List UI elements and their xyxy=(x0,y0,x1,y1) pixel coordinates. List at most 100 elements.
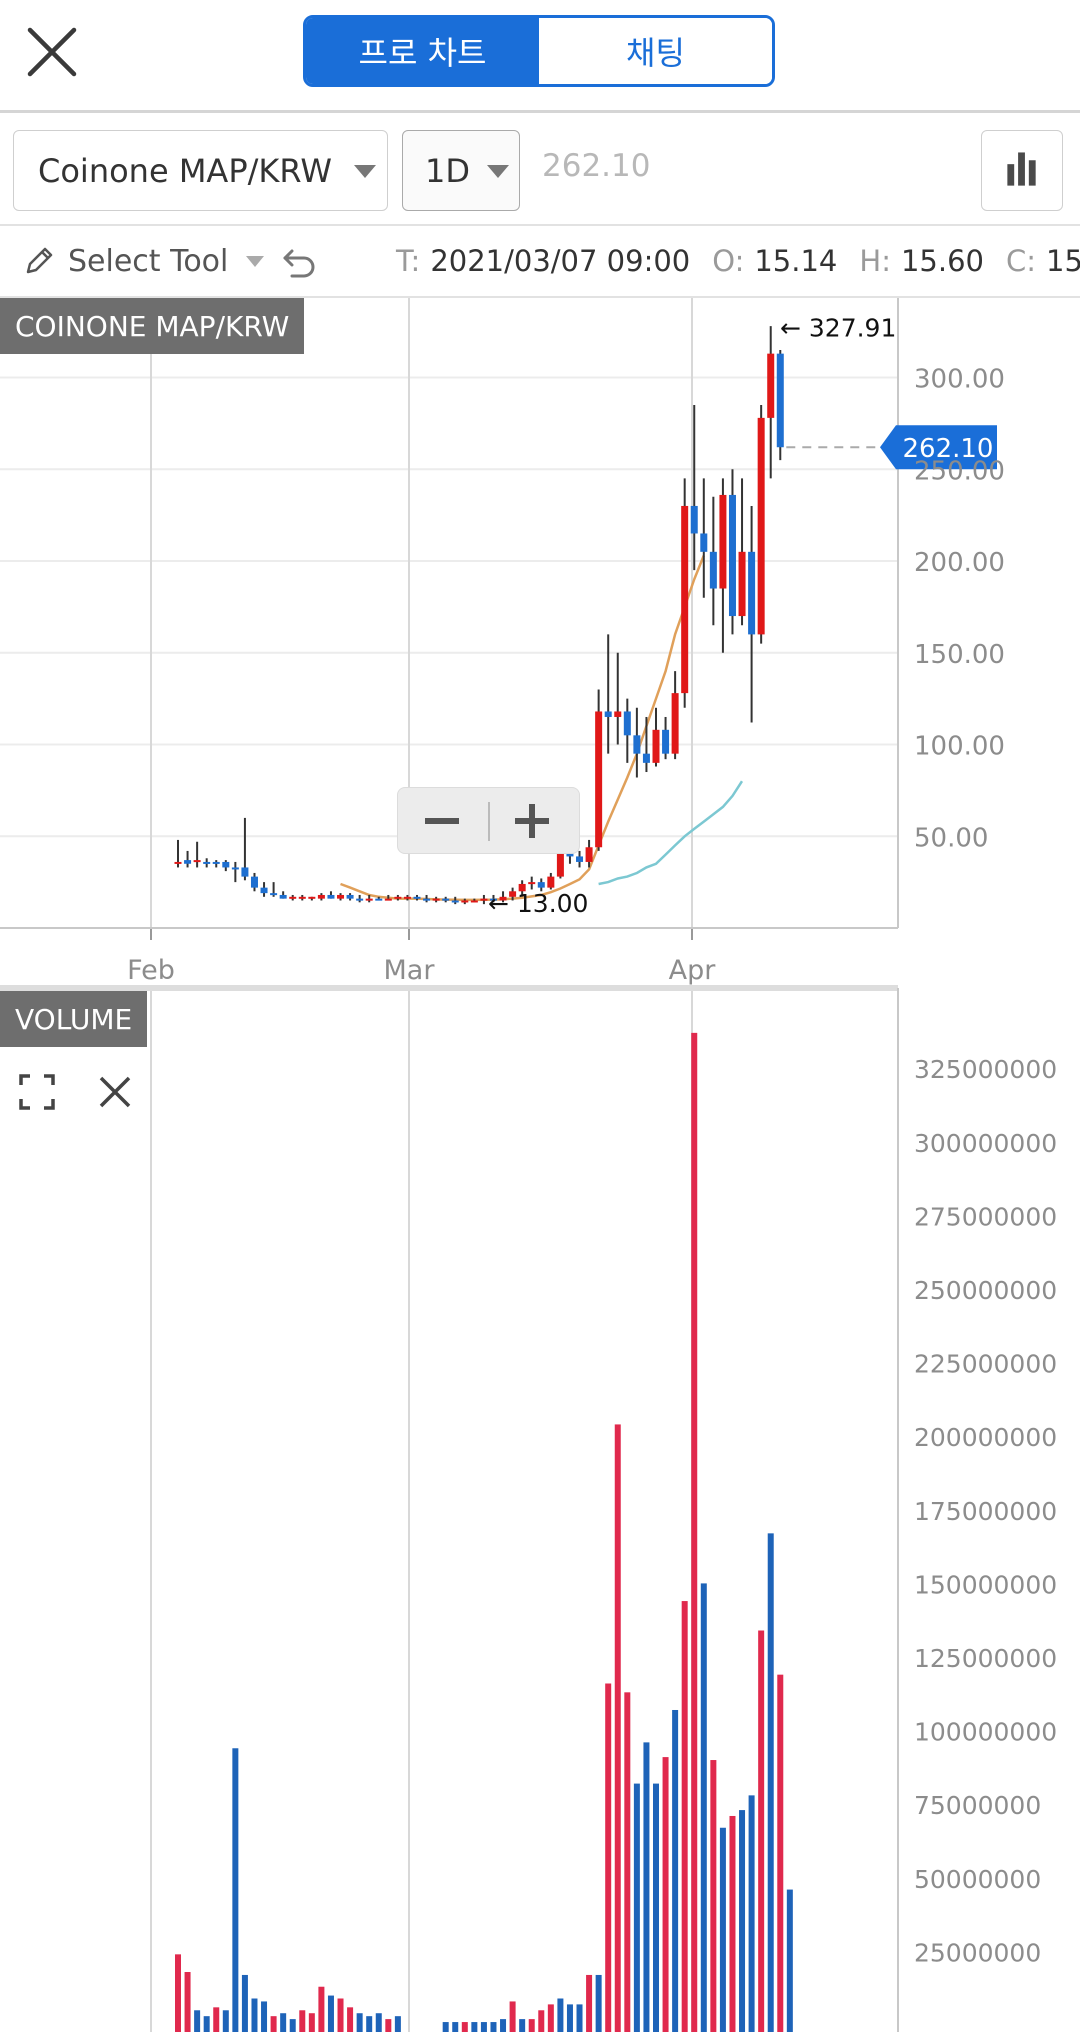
candle xyxy=(719,478,727,653)
expand-icon xyxy=(19,1074,55,1110)
volume-y-tick-label: 225000000 xyxy=(914,1350,1057,1379)
undo-icon[interactable] xyxy=(280,241,320,281)
volume-bar xyxy=(777,1674,784,2032)
candle-body xyxy=(308,896,316,899)
volume-bar xyxy=(509,2001,516,2032)
volume-bar xyxy=(490,2022,497,2032)
candle xyxy=(585,839,593,868)
candle-body xyxy=(537,882,545,888)
candle-body xyxy=(576,856,584,862)
maximize-button[interactable] xyxy=(18,1073,56,1111)
candle-body xyxy=(767,353,775,418)
candle xyxy=(757,405,765,644)
x-tick-label: Apr xyxy=(669,955,717,986)
y-tick-label: 150.00 xyxy=(914,640,1005,670)
volume-bar xyxy=(700,1583,707,2032)
volume-y-tick-label: 50000000 xyxy=(914,1865,1041,1894)
volume-y-tick-label: 125000000 xyxy=(914,1644,1057,1673)
volume-y-tick-label: 200000000 xyxy=(914,1423,1057,1452)
current-price-tag xyxy=(880,425,997,470)
symbol-dropdown[interactable]: Coinone MAP/KRW xyxy=(13,130,388,211)
candle xyxy=(241,817,249,881)
volume-bar xyxy=(299,2010,306,2032)
candle xyxy=(709,496,717,626)
interval-dropdown[interactable]: 1D xyxy=(402,130,520,211)
candle-body xyxy=(375,898,383,901)
x-tick-label: Mar xyxy=(384,955,436,986)
volume-bar xyxy=(767,1533,774,2032)
candle-body xyxy=(719,494,727,589)
candle-body xyxy=(337,894,345,899)
ohlc-h-label: H: xyxy=(859,244,891,278)
candle-body xyxy=(413,896,421,899)
candle xyxy=(767,326,775,479)
volume-bar xyxy=(758,1630,765,2032)
candle xyxy=(642,716,650,773)
price-readout: 262.10 xyxy=(542,148,651,184)
candle xyxy=(403,894,411,901)
volume-bar xyxy=(595,1974,602,2032)
chevron-down-icon xyxy=(354,165,376,178)
candle xyxy=(633,707,641,778)
volume-bar xyxy=(643,1742,650,2032)
volume-bar xyxy=(327,1995,334,2032)
volume-bar xyxy=(566,2004,573,2032)
candle xyxy=(461,898,469,905)
volume-bar xyxy=(586,1974,593,2032)
volume-y-tick-label: 25000000 xyxy=(914,1938,1041,1967)
candle-body xyxy=(394,896,402,899)
volume-bar xyxy=(547,2004,554,2032)
volume-bar xyxy=(538,2010,545,2032)
close-icon xyxy=(27,27,77,77)
volume-bar xyxy=(557,1998,564,2032)
remove-panel-button[interactable] xyxy=(96,1073,134,1111)
y-tick-label: 100.00 xyxy=(914,732,1005,762)
candle-body xyxy=(203,861,211,864)
candle xyxy=(308,896,316,901)
current-price-tag-label: 262.10 xyxy=(903,434,994,464)
candle xyxy=(604,634,612,754)
candle-body xyxy=(509,891,517,897)
chart-type-button[interactable] xyxy=(981,130,1063,211)
candle-body xyxy=(585,847,593,862)
candle xyxy=(222,860,230,872)
plus-icon xyxy=(515,804,549,838)
y-tick-label: 200.00 xyxy=(914,548,1005,578)
ohlc-readout: T: 2021/03/07 09:00 O: 15.14 H: 15.60 C:… xyxy=(396,238,1080,284)
candle xyxy=(509,887,517,901)
candle xyxy=(394,894,402,901)
candle xyxy=(231,861,239,883)
candle xyxy=(776,349,784,461)
volume-bar xyxy=(194,2010,201,2032)
tab-pro-chart[interactable]: 프로 차트 xyxy=(306,18,539,84)
candle xyxy=(499,891,507,903)
candle xyxy=(576,850,584,868)
candle-body xyxy=(595,711,603,848)
select-tool-dropdown[interactable]: Select Tool xyxy=(22,236,320,286)
close-button[interactable] xyxy=(22,22,82,82)
zoom-out-button[interactable] xyxy=(398,788,488,855)
chevron-down-icon xyxy=(487,165,509,178)
candle-body xyxy=(212,861,220,864)
candle-body xyxy=(384,898,392,901)
tab-chat[interactable]: 채팅 xyxy=(539,18,772,84)
zoom-control xyxy=(397,787,580,854)
tools-divider xyxy=(0,296,1080,298)
candle-body xyxy=(423,898,431,901)
volume-panel-label: VOLUME xyxy=(0,991,148,1047)
candle xyxy=(671,671,679,760)
candle xyxy=(317,893,325,901)
volume-bar xyxy=(337,1998,344,2032)
candle-body xyxy=(451,900,459,903)
candle-body xyxy=(184,860,192,864)
candle-body xyxy=(403,896,411,899)
volume-bar xyxy=(719,1827,726,2032)
candle-body xyxy=(260,887,268,894)
volume-bar xyxy=(241,1974,248,2032)
candle xyxy=(337,893,345,901)
volume-bar xyxy=(528,2019,535,2032)
volume-bar xyxy=(261,2001,268,2032)
volume-y-tick-label: 150000000 xyxy=(914,1570,1057,1599)
zoom-in-button[interactable] xyxy=(490,788,581,855)
volume-bar xyxy=(633,1783,640,2032)
